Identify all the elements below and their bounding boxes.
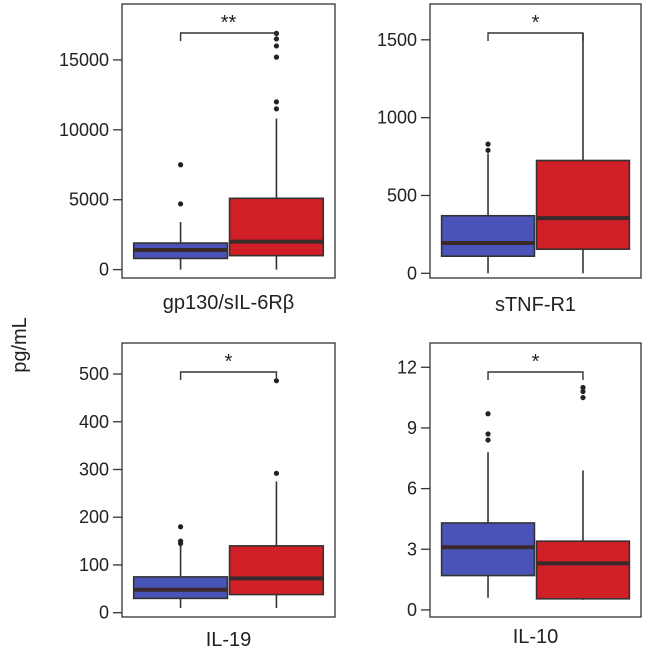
outlier-point [273, 378, 280, 384]
series-1 [440, 411, 536, 598]
outlier-point [273, 99, 280, 105]
panel-stnf-r1: 0 500 1000 1500 * sTNF-R1 [377, 3, 642, 316]
box-iqr [440, 522, 536, 577]
outlier-point [485, 141, 491, 147]
y-tick-label: 0 [407, 263, 417, 283]
plot-frame [121, 342, 336, 618]
y-tick-label: 500 [79, 364, 109, 384]
outlier-point [273, 106, 280, 112]
y-tick-label: 0 [99, 260, 109, 280]
outlier-point [177, 538, 184, 544]
outlier-point [580, 388, 586, 395]
series-1 [440, 141, 536, 274]
y-tick-label: 1500 [377, 30, 417, 50]
y-tick-label: 500 [387, 185, 417, 205]
outlier-point [177, 524, 184, 530]
outlier-point [485, 411, 491, 417]
x-axis-label: IL-10 [513, 626, 559, 648]
y-tick-label: 300 [79, 459, 109, 479]
outlier-point [273, 43, 280, 49]
outlier-point [273, 54, 280, 60]
y-tick-label: 400 [79, 412, 109, 432]
y-tick-label: 6 [407, 479, 417, 499]
outlier-point [177, 201, 184, 207]
y-axis-label: pg/mL [9, 317, 31, 373]
x-axis-label: gp130/sIL-6Rβ [163, 292, 295, 314]
box-iqr [132, 576, 229, 600]
y-tick-label: 10000 [59, 120, 109, 140]
box-iqr [535, 159, 631, 250]
outlier-point [485, 431, 491, 437]
y-tick-label: 9 [407, 418, 417, 438]
significance-bracket [179, 371, 278, 380]
x-axis-label: sTNF-R1 [495, 294, 576, 316]
plot-frame [121, 3, 336, 279]
outlier-point [273, 470, 280, 476]
significance-bracket [487, 32, 584, 41]
series-2 [228, 30, 325, 270]
significance-bracket [179, 32, 278, 41]
series-2 [535, 33, 631, 274]
series-1 [132, 162, 229, 270]
box-iqr [535, 540, 631, 600]
outlier-point [485, 147, 491, 153]
y-tick-label: 100 [79, 555, 109, 575]
panel-il-19: 0 100 200 300 400 500 * IL-19 [79, 342, 336, 651]
significance-label: * [532, 12, 540, 34]
box-iqr [440, 214, 536, 258]
box-iqr [228, 197, 325, 257]
outlier-point [580, 384, 586, 391]
plot-frame [429, 342, 642, 618]
outlier-point [177, 162, 184, 168]
series-1 [132, 524, 229, 608]
y-tick-label: 1000 [377, 108, 417, 128]
y-tick-label: 200 [79, 507, 109, 527]
box-iqr [228, 545, 325, 596]
y-tick-label: 3 [407, 539, 417, 559]
series-2 [228, 378, 325, 608]
x-axis-label: IL-19 [206, 629, 252, 651]
significance-label: ** [221, 12, 237, 34]
panel-gp130: 0 5000 10000 15000 ** gp130/sIL-6Rβ [59, 3, 336, 314]
y-tick-label: 12 [397, 357, 417, 377]
y-tick-label: 15000 [59, 50, 109, 70]
outlier-point [580, 394, 586, 401]
significance-bracket [487, 371, 584, 380]
y-tick-label: 0 [99, 603, 109, 623]
significance-label: * [532, 351, 540, 373]
y-tick-label: 0 [407, 600, 417, 620]
series-2 [535, 384, 631, 600]
significance-label: * [225, 351, 233, 373]
outlier-point [485, 437, 491, 443]
panel-il-10: 0 3 6 9 12 * IL-10 [397, 342, 642, 648]
plot-frame [429, 3, 642, 279]
y-tick-label: 5000 [69, 190, 109, 210]
